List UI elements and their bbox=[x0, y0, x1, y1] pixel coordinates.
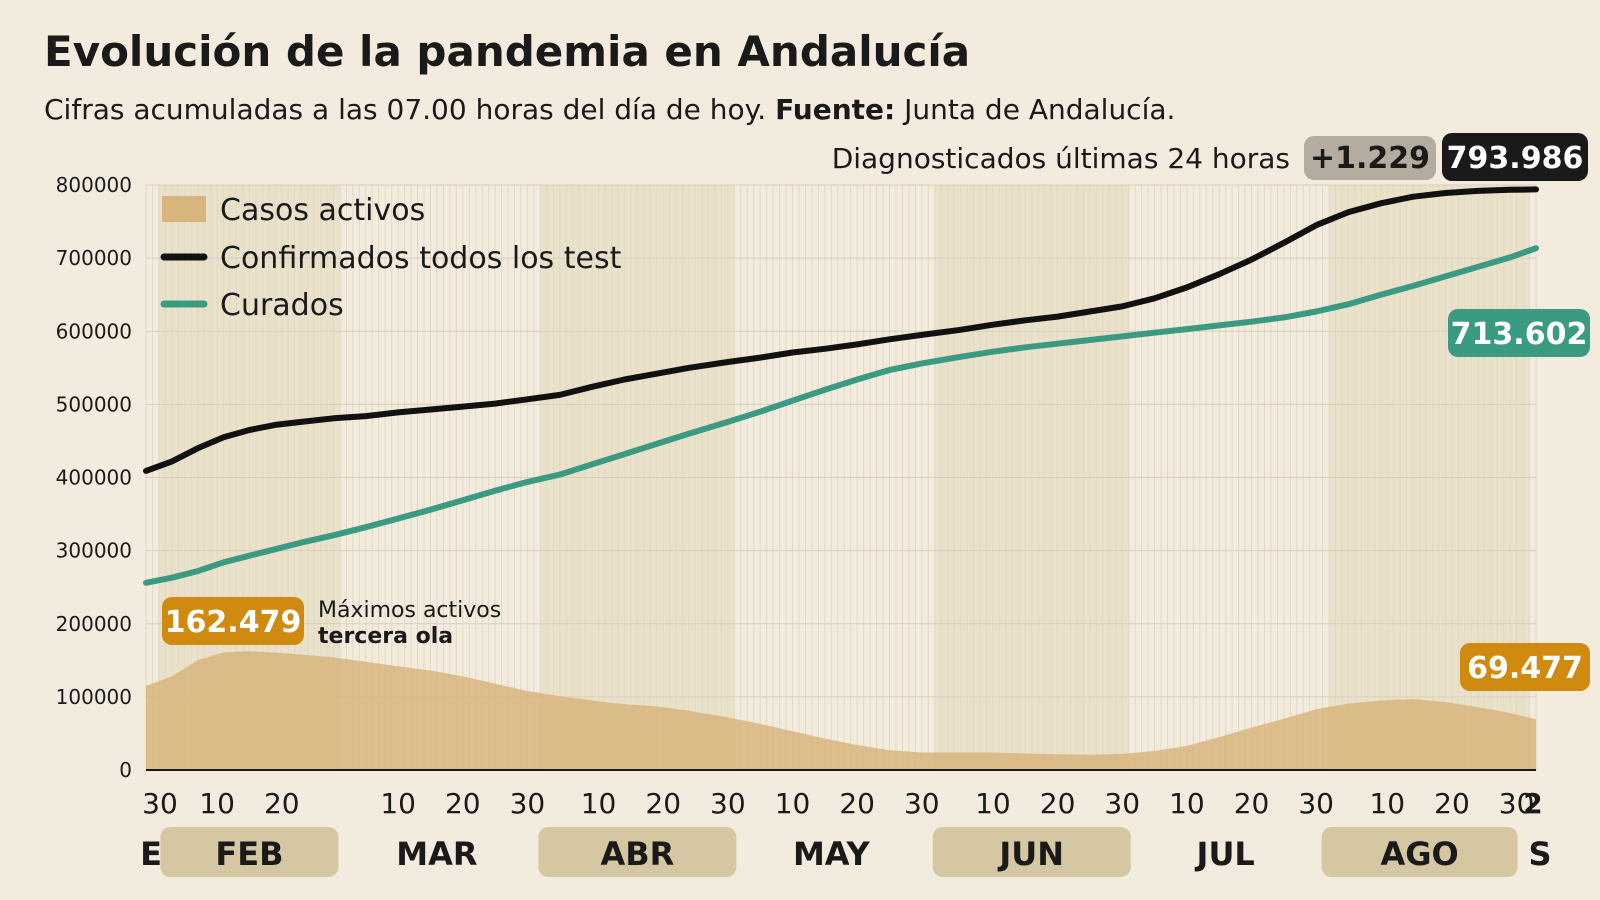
curados-end-badge bbox=[1448, 309, 1590, 357]
y-tick-label: 500000 bbox=[56, 392, 132, 416]
legend: Casos activos Confirmados todos los test… bbox=[160, 193, 622, 323]
month-label-feb: FEB bbox=[215, 835, 283, 873]
x-day-labels: 30 10 20 10 20 30 10 20 30 10 20 30 10 20 30 10 20 30 10 20… bbox=[142, 787, 1543, 820]
x-day-label: 30 bbox=[710, 787, 746, 820]
y-tick-label: 600000 bbox=[56, 319, 132, 343]
x-day-label: 10 bbox=[975, 787, 1011, 820]
x-day-label: 20 bbox=[264, 787, 300, 820]
y-tick-label: 400000 bbox=[56, 466, 132, 490]
x-day-label: 30 bbox=[1298, 787, 1334, 820]
diagnosed-total-badge bbox=[1442, 133, 1588, 181]
activos-end-value: 69.477 bbox=[1467, 651, 1583, 686]
y-tick-label: 800000 bbox=[56, 173, 132, 197]
subtitle-main: Cifras acumuladas a las 07.00 horas del … bbox=[44, 93, 766, 126]
month-label-jun: JUN bbox=[997, 835, 1064, 873]
x-day-label: 10 bbox=[775, 787, 811, 820]
peak-annotation-line2: tercera ola bbox=[318, 624, 453, 649]
subtitle-source-label: Fuente: bbox=[775, 93, 895, 126]
month-label-ago: AGO bbox=[1381, 835, 1459, 873]
x-day-label: 10 bbox=[1369, 787, 1405, 820]
x-day-label: 30 bbox=[510, 787, 546, 820]
activos-end-badge-group: 69.477 bbox=[1460, 643, 1590, 691]
y-tick-label: 100000 bbox=[56, 685, 132, 709]
x-day-label: 30 bbox=[1499, 787, 1535, 820]
month-label-s: S bbox=[1528, 835, 1551, 873]
x-day-label: 20 bbox=[839, 787, 875, 820]
curados-end-value: 713.602 bbox=[1451, 317, 1588, 352]
series-line-curados bbox=[143, 245, 1539, 586]
activos-end-badge bbox=[1460, 643, 1590, 691]
month-pill-abr bbox=[538, 827, 737, 877]
month-pill-jun bbox=[932, 827, 1131, 877]
y-tick-label: 300000 bbox=[56, 539, 132, 563]
peak-badge-value: 162.479 bbox=[165, 605, 302, 640]
month-label-jul: JUL bbox=[1195, 835, 1255, 873]
series-line-confirmados bbox=[143, 186, 1539, 474]
legend-label-curados: Curados bbox=[220, 288, 344, 323]
curados-end-badge-group: 713.602 bbox=[1448, 309, 1590, 357]
month-label-mar: MAR bbox=[396, 835, 477, 873]
chart-subtitle: Cifras acumuladas a las 07.00 horas del … bbox=[44, 93, 1175, 126]
x-day-label: 10 bbox=[581, 787, 617, 820]
x-day-label: 30 bbox=[904, 787, 940, 820]
month-label-abr: ABR bbox=[600, 835, 674, 873]
x-day-label: 20 bbox=[645, 787, 681, 820]
y-tick-label: 0 bbox=[119, 758, 132, 782]
subtitle-source: Junta de Andalucía. bbox=[902, 93, 1175, 126]
peak-badge bbox=[162, 597, 304, 645]
y-tick-label: 700000 bbox=[56, 246, 132, 270]
x-day-label: 20 bbox=[1434, 787, 1470, 820]
month-pill-ago bbox=[1321, 827, 1518, 877]
legend-label-activos: Casos activos bbox=[220, 193, 425, 228]
diagnosed-delta-badge bbox=[1304, 136, 1436, 180]
x-day-label: 30 bbox=[142, 787, 178, 820]
legend-label-confirmados: Confirmados todos los test bbox=[220, 241, 622, 276]
diagnosed-delta-value: +1.229 bbox=[1310, 141, 1430, 176]
x-day-label: 10 bbox=[380, 787, 416, 820]
month-pill-feb bbox=[160, 827, 339, 877]
month-label-e: E bbox=[140, 835, 162, 873]
y-tick-label: 200000 bbox=[56, 612, 132, 636]
x-day-label: 30 bbox=[1104, 787, 1140, 820]
x-day-label: 20 bbox=[445, 787, 481, 820]
x-day-label: 10 bbox=[199, 787, 235, 820]
diagnosed-total-value: 793.986 bbox=[1447, 141, 1584, 176]
x-day-label: 20 bbox=[1234, 787, 1270, 820]
legend-swatch-activos bbox=[162, 196, 206, 222]
x-day-label: 10 bbox=[1169, 787, 1205, 820]
peak-annotation-line1: Máximos activos bbox=[318, 598, 501, 623]
diagnosed-label: Diagnosticados últimas 24 horas bbox=[832, 142, 1290, 175]
x-month-labels: E FEB MAR ABR MAY JUN JUL AGO S bbox=[140, 827, 1552, 877]
month-label-may: MAY bbox=[793, 835, 871, 873]
x-day-label: 20 bbox=[1040, 787, 1076, 820]
chart-title: Evolución de la pandemia en Andalucía bbox=[44, 27, 970, 76]
y-axis: 800000 700000 600000 500000 400000 300000 2000… bbox=[56, 173, 132, 782]
series-area-activos bbox=[146, 651, 1536, 770]
x-day-label: 2 bbox=[1523, 787, 1542, 820]
peak-annotation: 162.479 Máximos activos tercera ola bbox=[162, 597, 501, 649]
horizontal-gridlines bbox=[146, 184, 1536, 771]
series-layer bbox=[143, 186, 1539, 770]
